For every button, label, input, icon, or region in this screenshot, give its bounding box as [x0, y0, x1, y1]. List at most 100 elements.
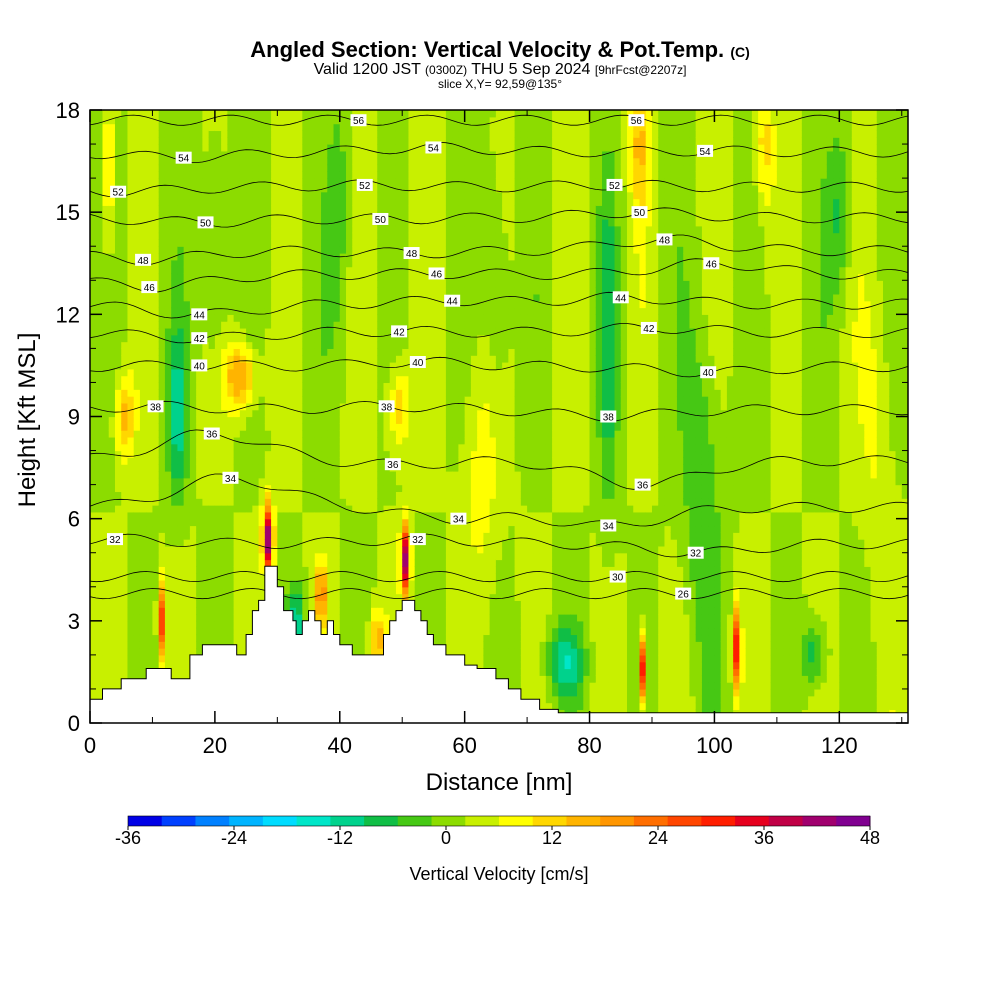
field-cell — [402, 171, 410, 179]
field-cell — [233, 341, 241, 349]
field-cell — [158, 607, 166, 615]
field-cell — [383, 232, 391, 241]
field-cell — [389, 225, 397, 234]
field-cell — [271, 559, 278, 567]
field-cell — [133, 362, 141, 370]
field-cell — [90, 464, 97, 472]
field-cell — [377, 198, 385, 206]
field-cell — [333, 518, 341, 527]
field-cell — [408, 436, 416, 445]
field-cell — [414, 314, 422, 322]
field-cell — [102, 464, 110, 472]
field-cell — [139, 300, 147, 309]
field-cell — [408, 409, 416, 418]
field-cell — [271, 470, 278, 479]
field-cell — [121, 436, 129, 445]
field-cell — [183, 634, 191, 642]
field-cell — [127, 368, 135, 377]
field-cell — [364, 157, 372, 166]
field-cell — [196, 273, 203, 281]
field-cell — [164, 416, 172, 424]
field-cell — [96, 579, 104, 588]
field-cell — [414, 436, 422, 445]
field-cell — [139, 586, 147, 595]
field-cell — [420, 218, 428, 227]
field-cell — [389, 273, 397, 281]
field-cell — [352, 498, 360, 506]
field-cell — [152, 348, 160, 356]
field-cell — [90, 409, 97, 418]
field-cell — [177, 164, 185, 172]
field-cell — [402, 198, 410, 206]
field-cell — [239, 470, 247, 479]
field-cell — [277, 130, 285, 138]
field-cell — [171, 382, 179, 390]
field-cell — [377, 259, 385, 268]
field-cell — [377, 171, 385, 179]
field-cell — [127, 307, 135, 315]
field-cell — [139, 396, 147, 404]
field-cell — [264, 423, 272, 431]
field-cell — [227, 518, 235, 527]
field-cell — [327, 157, 335, 166]
field-cell — [277, 184, 285, 193]
field-cell — [252, 280, 260, 288]
field-cell — [90, 348, 97, 356]
field-cell — [327, 300, 335, 309]
field-cell — [114, 246, 122, 254]
field-cell — [414, 457, 422, 465]
field-cell — [246, 266, 253, 275]
field-cell — [208, 178, 216, 186]
field-cell — [121, 641, 129, 649]
field-cell — [152, 436, 160, 445]
field-cell — [271, 539, 278, 547]
field-cell — [96, 368, 104, 377]
field-cell — [152, 614, 160, 622]
field-cell — [370, 566, 378, 574]
field-cell — [139, 464, 147, 472]
field-cell — [289, 239, 297, 247]
field-cell — [389, 389, 397, 397]
field-cell — [96, 287, 104, 295]
field-cell — [414, 443, 422, 452]
field-cell — [152, 218, 160, 227]
field-cell — [146, 212, 154, 220]
field-cell — [158, 362, 166, 370]
field-cell — [370, 280, 378, 288]
field-cell — [377, 518, 385, 527]
field-cell — [283, 532, 291, 540]
field-cell — [196, 477, 203, 486]
field-cell — [364, 402, 372, 411]
field-cell — [114, 110, 122, 118]
field-cell — [221, 382, 228, 390]
field-cell — [433, 430, 441, 438]
field-cell — [314, 239, 322, 247]
field-cell — [252, 321, 260, 329]
field-cell — [189, 498, 197, 506]
field-cell — [177, 423, 185, 431]
field-cell — [233, 579, 241, 588]
field-cell — [246, 348, 253, 356]
field-cell — [314, 430, 322, 438]
field-cell — [420, 491, 428, 499]
field-cell — [183, 375, 191, 384]
field-cell — [314, 545, 322, 554]
field-cell — [296, 559, 303, 567]
field-cell — [370, 348, 378, 356]
field-cell — [208, 116, 216, 125]
field-cell — [389, 532, 397, 540]
field-cell — [102, 491, 110, 499]
field-cell — [420, 552, 428, 561]
field-cell — [327, 539, 335, 547]
field-cell — [327, 552, 335, 561]
field-cell — [277, 552, 285, 561]
field-cell — [327, 293, 335, 302]
field-cell — [158, 171, 166, 179]
field-cell — [202, 191, 210, 200]
field-cell — [252, 130, 260, 138]
field-cell — [90, 450, 97, 458]
field-cell — [395, 348, 403, 356]
field-cell — [389, 362, 397, 370]
field-cell — [314, 607, 322, 615]
field-cell — [383, 532, 391, 540]
